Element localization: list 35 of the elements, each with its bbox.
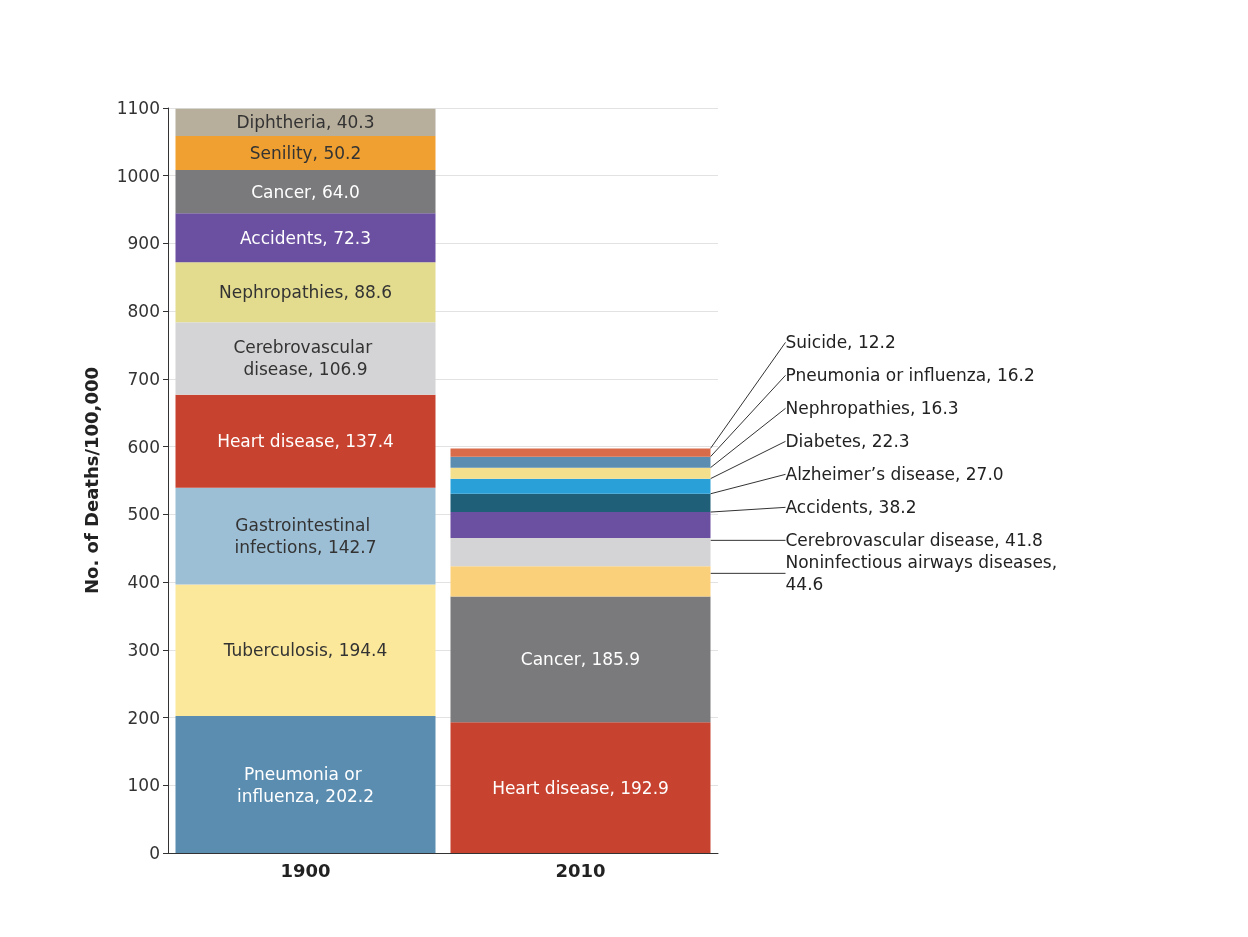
- y-tick-label: 900: [127, 233, 160, 254]
- data-label: Pneumonia or influenza, 202.2: [236, 763, 375, 806]
- y-tick-label: 400: [127, 572, 160, 593]
- data-label: Suicide, 12.2: [785, 332, 896, 353]
- data-label: Tuberculosis, 194.4: [222, 640, 388, 661]
- y-tick-label: 700: [127, 368, 160, 389]
- y-tick-label: 300: [127, 639, 160, 660]
- data-label: Nephropathies, 16.3: [785, 398, 959, 419]
- y-axis-title: No. of Deaths/100,000: [80, 367, 102, 594]
- y-tick-label: 1100: [116, 98, 160, 118]
- data-label: Pneumonia or influenza, 16.2: [785, 365, 1035, 386]
- data-label: Diphtheria, 40.3: [236, 112, 375, 133]
- data-label: Senility, 50.2: [249, 142, 362, 163]
- data-label: Cancer, 185.9: [520, 649, 641, 670]
- y-tick-label: 500: [127, 504, 160, 525]
- x-tick-label: 2010: [555, 859, 606, 881]
- data-label: Nephropathies, 88.6: [218, 282, 393, 303]
- data-label: Gastrointestinal infections, 142.7: [234, 515, 377, 558]
- data-label: Alzheimer’s disease, 27.0: [785, 464, 1004, 485]
- data-label: Noninfectious airways diseases, 44.6: [785, 552, 1063, 595]
- x-tick-label: 1900: [280, 859, 331, 881]
- data-label: Accidents, 38.2: [785, 497, 917, 518]
- data-label: Cerebrovascular disease, 106.9: [233, 337, 378, 380]
- y-tick-label: 800: [127, 301, 160, 322]
- data-label: Cerebrovascular disease, 41.8: [785, 530, 1043, 551]
- y-tick-label: 0: [149, 843, 160, 863]
- data-label: Diabetes, 22.3: [785, 431, 910, 452]
- data-label: Cancer, 64.0: [251, 181, 360, 202]
- y-tick-label: 600: [127, 436, 160, 457]
- data-label: Heart disease, 137.4: [217, 431, 394, 452]
- data-label: Accidents, 72.3: [240, 227, 371, 248]
- y-tick-label: 200: [127, 707, 160, 728]
- y-tick-label: 100: [127, 775, 160, 796]
- data-label: Heart disease, 192.9: [492, 777, 669, 798]
- y-tick-label: 1000: [116, 165, 160, 186]
